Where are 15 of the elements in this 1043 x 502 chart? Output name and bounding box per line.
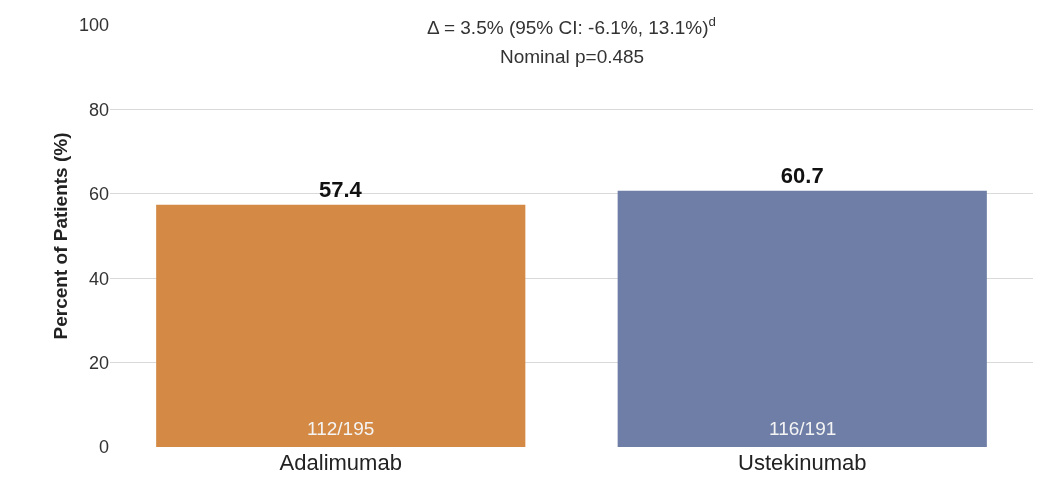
y-axis-title: Percent of Patients (%) (49, 132, 71, 340)
y-tick-label: 20 (88, 352, 109, 373)
x-tick-label: Adalimumab (279, 450, 402, 475)
annotation: Δ = 3.5% (95% CI: -6.1%, 13.1%)$^{d}$ (427, 14, 716, 38)
data-label: 60.7 (780, 162, 824, 188)
y-tick-label: 0 (98, 437, 109, 458)
annotation: Nominal p=0.485 (500, 46, 645, 67)
annotation: 112/195 (307, 418, 375, 439)
y-tick-label: 100 (78, 15, 109, 36)
data-label: 57.4 (318, 176, 363, 202)
y-tick-label: 40 (88, 268, 109, 289)
y-tick-label: 80 (88, 99, 109, 120)
x-tick-label: Ustekinumab (738, 450, 867, 475)
annotation: 116/191 (769, 418, 837, 439)
y-tick-label: 60 (88, 184, 109, 205)
